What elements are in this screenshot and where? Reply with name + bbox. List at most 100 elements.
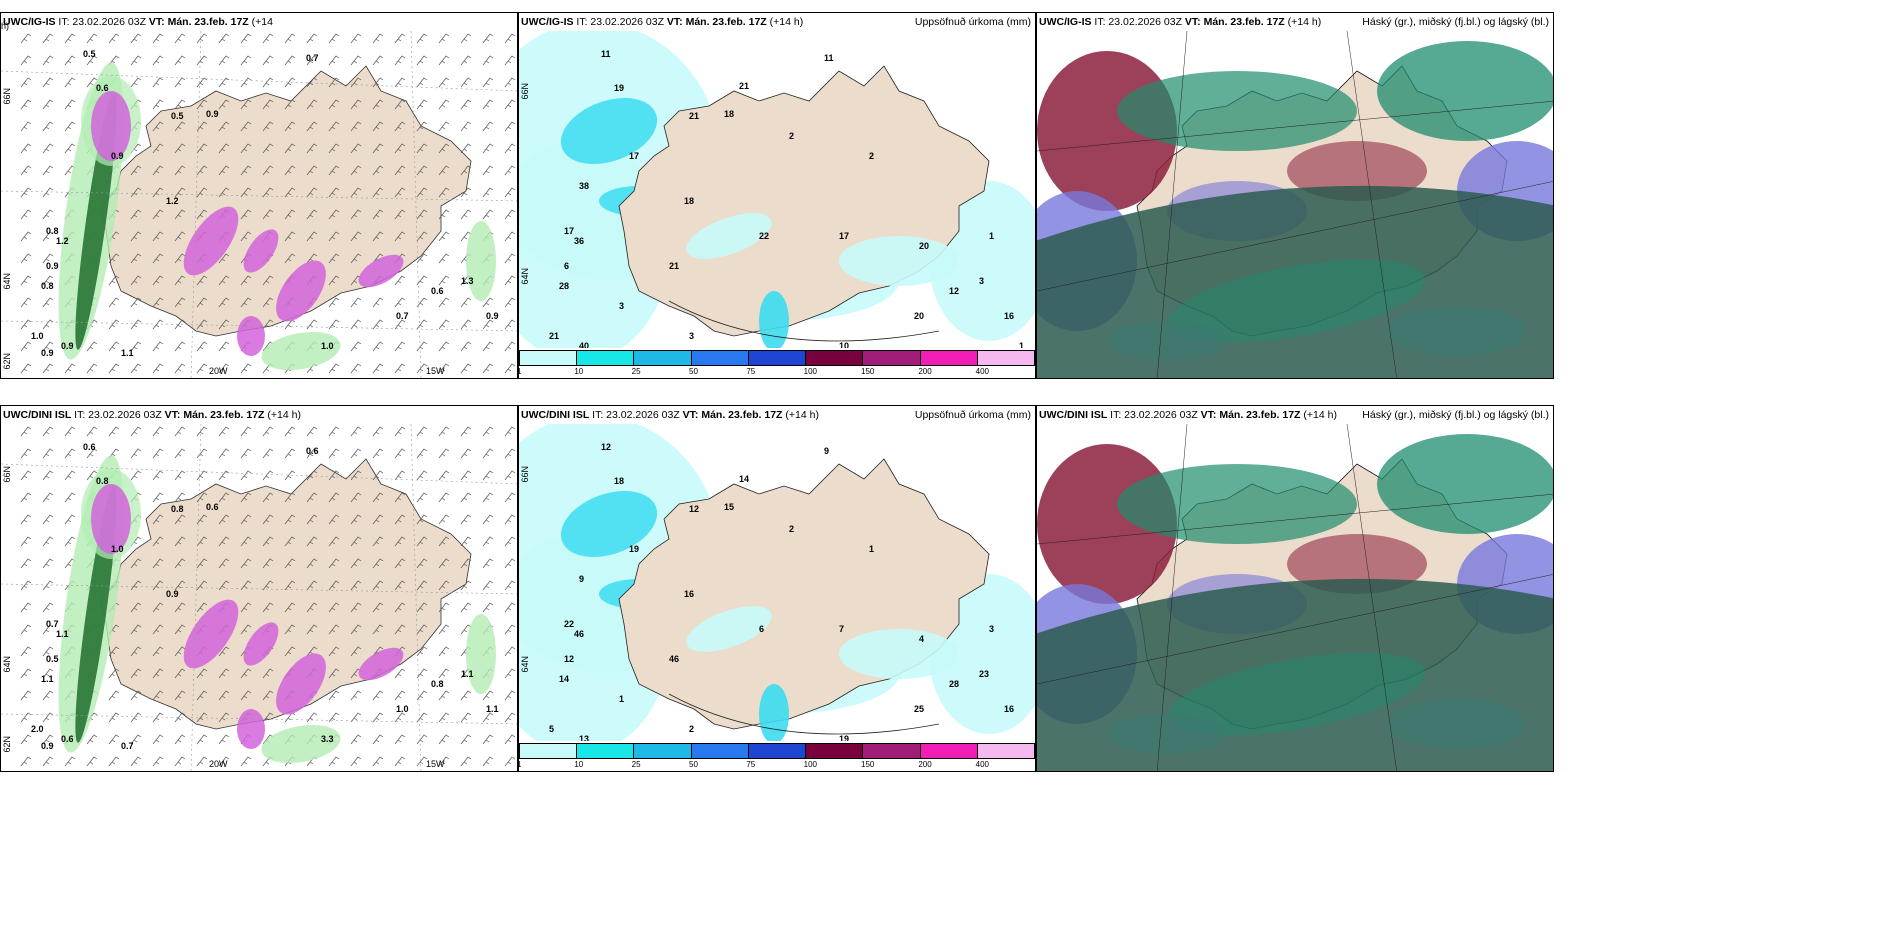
value-label: 19	[839, 734, 850, 744]
wind-barb	[350, 624, 362, 635]
map-accum-precip	[519, 424, 1035, 743]
wind-barb	[350, 187, 362, 198]
wind-barb	[460, 143, 472, 154]
cloud-area	[1107, 714, 1227, 754]
value-label: 0.6	[306, 446, 319, 456]
legend-swatch	[806, 744, 864, 758]
lat-label: 64N	[520, 656, 530, 673]
model-name: UWC/DINI ISL	[1039, 409, 1108, 421]
wind-barb	[196, 492, 208, 503]
wind-barb	[482, 470, 494, 481]
wind-barb	[284, 470, 296, 481]
wind-barb	[438, 99, 450, 110]
wind-barb	[460, 297, 472, 308]
legend-tick-label: 100	[803, 367, 818, 376]
wind-barb	[262, 33, 274, 44]
wind-barb	[262, 492, 274, 503]
value-label: 18	[724, 109, 735, 119]
wind-barb	[460, 492, 472, 503]
wind-barb	[262, 209, 274, 220]
precip-area	[560, 491, 658, 557]
wind-barb	[460, 756, 472, 767]
wind-barb	[174, 690, 186, 701]
legend-swatch	[520, 744, 578, 758]
wind-barb	[20, 492, 32, 503]
wind-barb	[372, 536, 384, 547]
wind-barb	[350, 734, 362, 745]
value-label: 1.0	[396, 704, 409, 714]
wind-barb	[130, 602, 142, 613]
wind-barb	[328, 319, 340, 330]
wind-barb	[416, 756, 428, 767]
wind-barb	[460, 319, 472, 330]
value-label: 0.6	[206, 502, 219, 512]
wind-barb	[328, 558, 340, 569]
model-name: UWC/IG-IS	[521, 16, 574, 28]
wind-barb	[240, 297, 252, 308]
wind-barb	[438, 492, 450, 503]
wind-barb	[42, 536, 54, 547]
wind-barb	[504, 734, 516, 745]
precip-area	[759, 684, 789, 743]
wind-barb	[416, 536, 428, 547]
wind-barb	[394, 492, 406, 503]
legend-ticks: 1 10 25 50 75 100 150 200 400	[519, 760, 1035, 770]
precip-magenta-area	[358, 647, 404, 681]
legend-swatch	[920, 744, 978, 758]
wind-barb	[64, 99, 76, 110]
wind-barb	[394, 165, 406, 176]
wind-barb	[218, 448, 230, 459]
wind-barb	[438, 319, 450, 330]
value-label: 0.8	[41, 281, 54, 291]
wind-barb	[20, 580, 32, 591]
wind-barb	[350, 55, 362, 66]
wind-barb	[394, 209, 406, 220]
value-label: 0.8	[96, 476, 109, 486]
wind-barb	[42, 121, 54, 132]
wind-barb	[416, 99, 428, 110]
wind-barb	[130, 756, 142, 767]
wind-barb	[460, 33, 472, 44]
wind-barb	[394, 558, 406, 569]
value-label: 0.6	[61, 734, 74, 744]
lead-time: (+14 h)	[785, 409, 819, 421]
precip-magenta-area	[276, 653, 326, 715]
wind-barb	[42, 492, 54, 503]
lat-label: 62N	[2, 353, 12, 370]
wind-barb	[394, 363, 406, 374]
wind-barb	[262, 514, 274, 525]
value-label: 40	[579, 341, 590, 351]
value-label: 0.5	[171, 111, 184, 121]
wind-barb	[482, 712, 494, 723]
wind-barb	[20, 602, 32, 613]
wind-barb	[64, 33, 76, 44]
wind-barb	[482, 77, 494, 88]
wind-barb	[240, 121, 252, 132]
wind-barb	[42, 470, 54, 481]
wind-barb	[152, 77, 164, 88]
value-label: 21	[669, 261, 680, 271]
lead-time: (+14 h)	[1287, 16, 1322, 28]
wind-barb	[20, 319, 32, 330]
wind-barb	[64, 143, 76, 154]
wind-barb	[394, 624, 406, 635]
wind-barb	[42, 33, 54, 44]
wind-barb	[394, 756, 406, 767]
value-label: 3	[689, 331, 695, 341]
value-label: 25	[914, 704, 925, 714]
legend-swatch	[863, 351, 921, 365]
wind-barb	[152, 470, 164, 481]
wind-barb	[174, 341, 186, 352]
wind-barb	[20, 209, 32, 220]
wind-barb	[438, 602, 450, 613]
wind-barb	[196, 341, 208, 352]
cloud-area	[1117, 71, 1357, 151]
value-label: 1	[619, 694, 625, 704]
legend-tick-label: 150	[861, 367, 875, 376]
precip-green-area	[466, 221, 496, 301]
wind-barb	[438, 187, 450, 198]
wind-barb	[306, 143, 318, 154]
wind-barb	[20, 668, 32, 679]
wind-barb	[372, 712, 384, 723]
wind-barb	[306, 536, 318, 547]
